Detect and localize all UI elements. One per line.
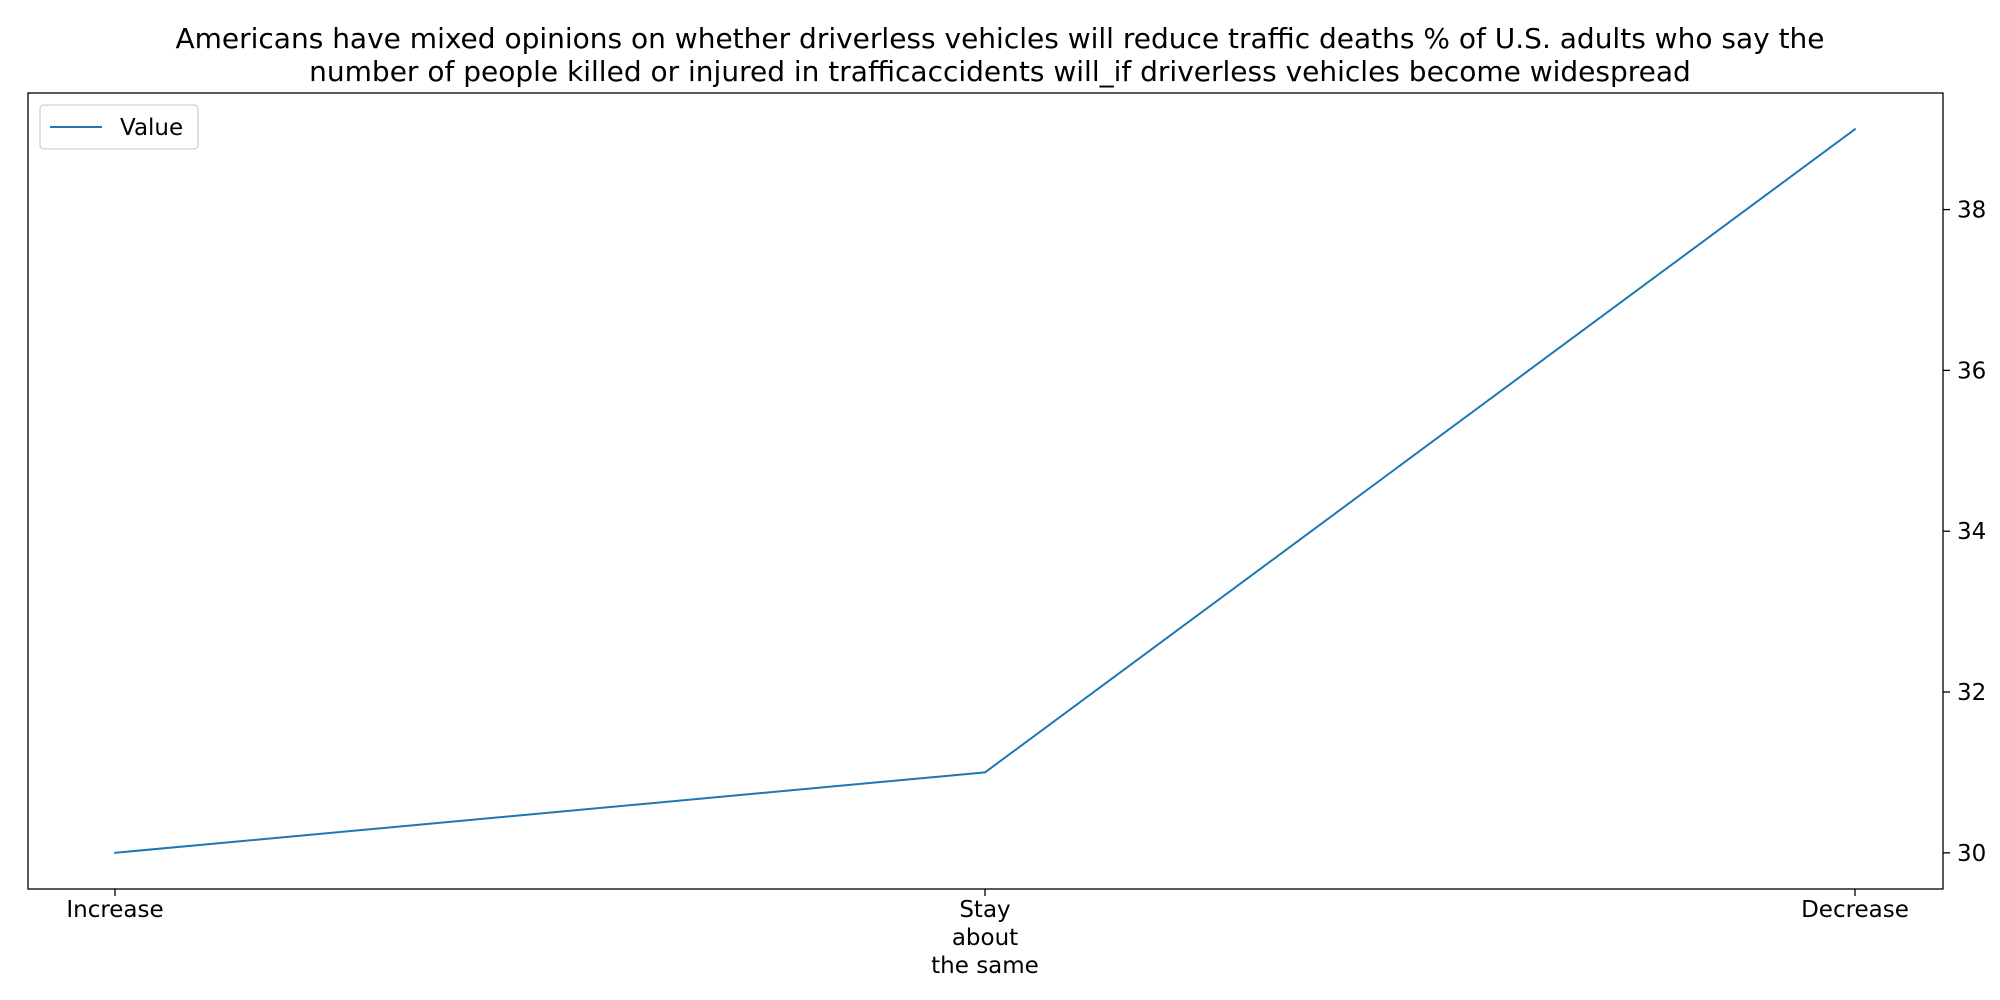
y-tick-label: 34 xyxy=(1957,519,1986,545)
chart-title: Americans have mixed opinions on whether… xyxy=(0,22,2000,88)
y-tick-label: 38 xyxy=(1957,198,1986,224)
x-tick-label-line: Stay xyxy=(959,897,1010,923)
legend-label: Value xyxy=(120,115,183,141)
y-tick-label: 32 xyxy=(1957,680,1986,706)
data-point xyxy=(114,851,116,854)
legend-box xyxy=(39,104,199,150)
x-tick-label: Stay about the same xyxy=(931,897,1039,979)
series-line-0 xyxy=(114,128,1856,854)
data-point xyxy=(984,771,986,774)
x-tick-label: Decrease xyxy=(1801,897,1909,923)
chart-title-line-2: number of people killed or injured in tr… xyxy=(309,55,1691,88)
chart-title-line-1: Americans have mixed opinions on whether… xyxy=(175,22,1825,55)
y-tick-label: 30 xyxy=(1957,841,1986,867)
x-tick-label-line: Decrease xyxy=(1801,897,1909,923)
legend: Value xyxy=(39,104,199,150)
x-tick-label-line: the same xyxy=(931,953,1039,979)
x-tick-label: Increase xyxy=(66,897,163,923)
x-tick-label-line: about xyxy=(952,925,1018,951)
x-tick-label-line: Increase xyxy=(66,897,163,923)
data-point xyxy=(1854,128,1856,131)
y-tick-label: 36 xyxy=(1957,358,1986,384)
plot-frame xyxy=(27,92,1944,890)
